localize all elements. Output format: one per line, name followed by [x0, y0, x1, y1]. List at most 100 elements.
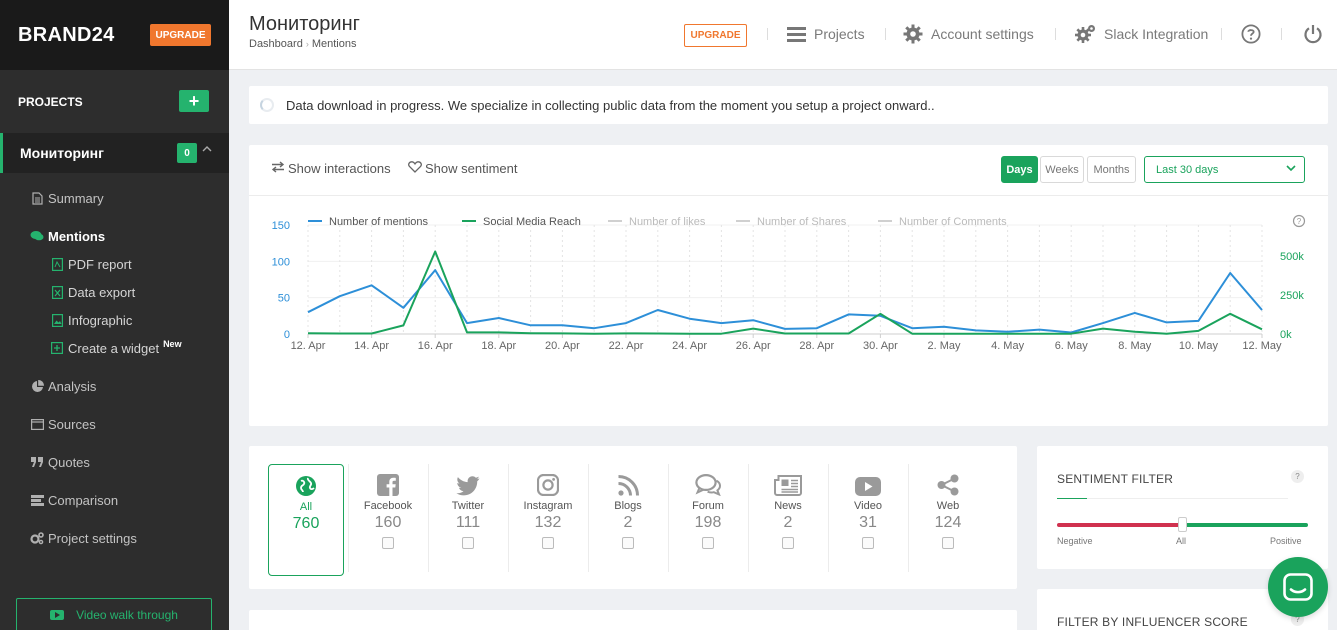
- plus-square-icon: [50, 341, 64, 355]
- sidebar-subitem-pdf-report[interactable]: PDF report: [50, 254, 132, 274]
- channel-video[interactable]: Video 31: [828, 464, 908, 574]
- comparison-icon: [30, 493, 44, 507]
- chevron-up-icon[interactable]: [202, 145, 212, 156]
- series-line-number-of-mentions: [307, 269, 1263, 334]
- heart-icon: [408, 161, 422, 176]
- data-point: [815, 332, 819, 336]
- header-upgrade-button[interactable]: UPGRADE: [684, 24, 747, 47]
- channel-news[interactable]: News 2: [748, 464, 828, 574]
- title-underline: [1057, 498, 1087, 499]
- y-right-tick-label: 250k: [1280, 290, 1304, 302]
- channel-checkbox[interactable]: [542, 537, 554, 549]
- sidebar-item-analysis[interactable]: Analysis: [30, 376, 96, 396]
- divider: [748, 464, 749, 572]
- data-point: [847, 312, 851, 316]
- channel-checkbox[interactable]: [382, 537, 394, 549]
- channel-all[interactable]: All 760: [268, 464, 344, 576]
- x-tick-label: 28. Apr: [799, 340, 834, 352]
- channel-count: 111: [455, 514, 481, 531]
- channel-label: All: [299, 501, 313, 513]
- channel-count: 31: [859, 514, 877, 531]
- project-item-active[interactable]: Мониторинг 0: [0, 133, 229, 173]
- channel-twitter[interactable]: Twitter 111: [428, 464, 508, 574]
- add-project-button[interactable]: +: [179, 90, 209, 112]
- new-badge: New: [163, 339, 182, 349]
- sidebar-subitem-data-export[interactable]: Data export: [50, 282, 135, 302]
- account-settings-link[interactable]: Account settings: [903, 22, 1034, 46]
- channel-checkbox[interactable]: [462, 537, 474, 549]
- period-days-button[interactable]: Days: [1001, 156, 1038, 183]
- brand-logo[interactable]: BRAND24: [18, 23, 115, 46]
- sidebar-upgrade-button[interactable]: UPGRADE: [150, 24, 211, 46]
- channel-facebook[interactable]: Facebook 160: [348, 464, 428, 574]
- help-icon[interactable]: [1240, 23, 1262, 45]
- help-icon-glyph: ?: [1297, 217, 1302, 226]
- data-point: [910, 332, 914, 336]
- channel-blogs[interactable]: Blogs 2: [588, 464, 668, 574]
- show-sentiment-toggle[interactable]: Show sentiment: [408, 161, 518, 176]
- chevron-down-icon: [1286, 163, 1296, 175]
- data-point: [497, 316, 501, 320]
- data-point: [1101, 321, 1105, 325]
- slack-integration-link[interactable]: Slack Integration: [1074, 22, 1208, 46]
- rss-icon: [588, 464, 668, 496]
- period-weeks-button[interactable]: Weeks: [1040, 156, 1084, 183]
- data-point: [401, 323, 405, 327]
- share-icon: [908, 464, 988, 496]
- projects-link-label: Projects: [814, 26, 865, 42]
- date-range-select[interactable]: Last 30 days: [1144, 156, 1305, 183]
- video-walkthrough-button[interactable]: Video walk through: [16, 598, 212, 630]
- channel-web[interactable]: Web 124: [908, 464, 988, 574]
- data-point: [1101, 327, 1105, 331]
- channel-checkbox[interactable]: [702, 537, 714, 549]
- sidebar-item-mentions[interactable]: Mentions: [30, 226, 105, 246]
- sentiment-slider-negative-track[interactable]: [1057, 523, 1182, 527]
- instagram-icon: [508, 464, 588, 496]
- projects-link[interactable]: Projects: [787, 22, 865, 46]
- top-header: Мониторинг Dashboard › Mentions UPGRADE Pr…: [229, 0, 1337, 70]
- period-months-button[interactable]: Months: [1087, 156, 1136, 183]
- divider: [908, 464, 909, 572]
- divider: [767, 28, 768, 40]
- chat-widget-button[interactable]: [1268, 557, 1328, 617]
- channel-checkbox[interactable]: [622, 537, 634, 549]
- power-icon[interactable]: [1302, 23, 1324, 45]
- breadcrumb: Dashboard › Mentions: [249, 38, 356, 50]
- sentiment-all-label: All: [1176, 536, 1187, 546]
- channel-count: 132: [534, 514, 562, 531]
- sentiment-filter-card: SENTIMENT FILTER ? Negative All Positive: [1037, 446, 1328, 569]
- data-point: [529, 323, 533, 327]
- channel-count: 2: [623, 514, 633, 531]
- data-point: [1196, 329, 1200, 333]
- sidebar-item-comparison[interactable]: Comparison: [30, 490, 118, 510]
- sidebar-item-sources[interactable]: Sources: [30, 414, 96, 434]
- channel-checkbox[interactable]: [862, 537, 874, 549]
- y-left-tick-label: 150: [272, 220, 290, 232]
- sentiment-slider-positive-track[interactable]: [1182, 523, 1308, 527]
- sidebar-item-summary[interactable]: Summary: [30, 188, 104, 208]
- breadcrumb-dashboard[interactable]: Dashboard: [249, 38, 303, 50]
- sidebar-item-label: Sources: [48, 416, 96, 432]
- data-point: [433, 249, 437, 253]
- divider: [428, 464, 429, 572]
- legend-entry: Number of Comments: [899, 216, 1007, 228]
- channel-checkbox[interactable]: [942, 537, 954, 549]
- divider: [588, 464, 589, 572]
- data-point: [338, 294, 342, 298]
- mentions-line-chart[interactable]: 0 50 100 150 0k 250k 500k 12. Apr 14. Apr 16. Apr…: [249, 196, 1328, 426]
- show-interactions-toggle[interactable]: Show interactions: [271, 161, 391, 176]
- sidebar-subitem-infographic[interactable]: Infographic: [50, 310, 132, 330]
- sidebar-item-quotes[interactable]: Quotes: [30, 452, 90, 472]
- legend-entry: Number of mentions: [329, 216, 429, 228]
- channel-checkbox[interactable]: [782, 537, 794, 549]
- data-point: [910, 326, 914, 330]
- channel-instagram[interactable]: Instagram 132: [508, 464, 588, 574]
- sentiment-slider-handle[interactable]: [1178, 517, 1187, 532]
- data-point: [560, 331, 564, 335]
- channel-label: Twitter: [451, 500, 485, 512]
- sidebar-subitem-create-widget[interactable]: Create a widget New: [50, 338, 182, 358]
- channel-forum[interactable]: Forum 198: [668, 464, 748, 574]
- project-badge: 0: [177, 143, 197, 163]
- sidebar-item-project-settings[interactable]: Project settings: [30, 528, 137, 548]
- help-icon[interactable]: ?: [1291, 470, 1304, 483]
